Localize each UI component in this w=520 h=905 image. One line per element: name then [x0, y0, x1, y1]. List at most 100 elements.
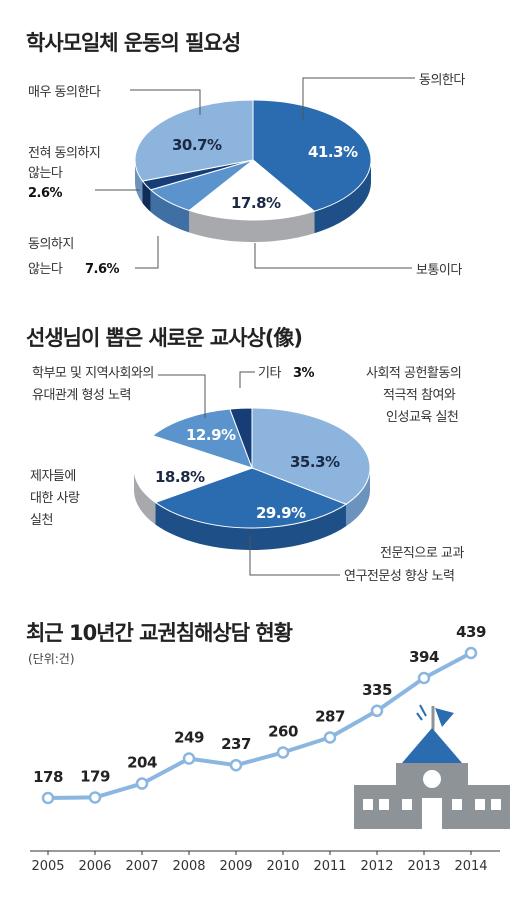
pie1-side-2 [150, 189, 190, 233]
pie2-label-gita: 기타 [258, 366, 281, 381]
pie2-slice-4 [229, 407, 253, 469]
line-value-2014: 439 [456, 623, 486, 641]
pie2-slice-2 [133, 435, 254, 504]
line-unit-label: (단위:건) [28, 652, 75, 666]
line-point-2014 [464, 646, 478, 660]
pie2-label-jeonmun-1: 전문직으로 교과 [380, 546, 464, 561]
line-point-2006 [88, 791, 102, 804]
line-chart: 178 2005 179 2006 204 2007 249 2008 237 2009 260 20… [31, 623, 487, 874]
pie2-label-sahoe-3: 인성교육 실천 [386, 410, 458, 425]
school-clock [423, 770, 441, 788]
school-window [452, 799, 462, 810]
pie2-leader-hakbumo [158, 374, 206, 418]
pie1-label-ani-2: 않는다 [28, 262, 63, 277]
line-point-2005 [41, 791, 55, 805]
pie2-side-1 [155, 502, 346, 550]
pie1-leader-bodong-ani [135, 236, 159, 269]
pie2-slice-0 [251, 407, 371, 505]
school-window [402, 799, 412, 810]
pie2-slice-3 [151, 408, 253, 469]
line-point-2012 [370, 704, 384, 718]
school-door [422, 798, 442, 829]
pie1-label-maeu: 매우 동의한다 [28, 85, 101, 100]
pie2-pct-jeonmun: 29.9% [256, 504, 306, 522]
pie1-side-0 [314, 160, 371, 234]
flag-icon [435, 708, 454, 727]
line-xtick-2010: 2010 [266, 859, 299, 874]
pie1-label-ani-1: 동의하지 [28, 237, 74, 252]
pie1-slice-1 [188, 159, 316, 221]
pie2-label-jeja-1: 제자들에 [30, 469, 76, 484]
pie1-label-botong: 보통이다 [416, 263, 462, 278]
pie2-pct-hakbumo: 12.9% [186, 426, 236, 444]
pie2-leader-gita [239, 371, 255, 388]
line-point-2010 [276, 746, 290, 759]
pie1-label-jeonhyeo-2: 않는다 [28, 166, 63, 181]
pie1-pct-ani: 7.6% [85, 262, 120, 277]
line-value-2013: 394 [409, 648, 439, 666]
line-xtick-2008: 2008 [172, 859, 205, 874]
line-xtick-2013: 2013 [407, 859, 440, 874]
school-left-wing [354, 785, 396, 829]
pie2-pct-sahoe: 35.3% [290, 453, 340, 471]
pie2-label-sahoe-1: 사회적 공헌활동의 [366, 366, 461, 381]
pie1-leader-botong [254, 243, 412, 269]
pie2-side-2 [134, 468, 156, 525]
pie1-pct-botong: 17.8% [231, 194, 281, 212]
line-value-2011: 287 [315, 707, 345, 725]
pie1-slice-0 [252, 99, 372, 212]
line-point-2007 [135, 777, 149, 790]
school-window [475, 799, 485, 810]
flag-spark [416, 712, 423, 721]
pie2-label-sahoe-2: 적극적 참여와 [383, 388, 456, 403]
pie2-leader-jeonmun [249, 535, 340, 576]
line-value-2012: 335 [362, 681, 392, 699]
school-right-wing [468, 785, 510, 829]
pie2-label-jeonmun-2: 연구전문성 향상 노력 [344, 569, 454, 584]
line-xtick-2014: 2014 [454, 859, 487, 874]
school-building-icon [354, 704, 510, 829]
line-xtick-2005: 2005 [31, 859, 64, 874]
pie1-title: 학사모일체 운동의 필요성 [26, 31, 240, 55]
line-value-2006: 179 [80, 767, 110, 785]
line-xtick-2006: 2006 [78, 859, 111, 874]
pie2-pct-jeja: 18.8% [155, 468, 205, 486]
line-point-2013 [417, 671, 431, 685]
school-window [363, 799, 373, 810]
pie1-chart [134, 99, 372, 242]
pie1-leader-maeu [130, 89, 201, 115]
pie2-chart [133, 407, 371, 550]
line-value-2010: 260 [268, 722, 298, 740]
pie2-title: 선생님이 뽑은 새로운 교사상(像) [26, 326, 302, 350]
school-window [379, 799, 389, 810]
pie1-label-jeonhyeo-1: 전혀 동의하지 [28, 146, 100, 161]
pie2-pct-gita: 3% [293, 366, 315, 381]
pie2-side-0 [345, 468, 370, 527]
pie1-leader-dongui [302, 77, 415, 120]
line-point-2008 [182, 752, 196, 765]
line-value-2009: 237 [221, 735, 251, 753]
line-xtick-2009: 2009 [219, 859, 252, 874]
pie1-pct-jeonhyeo: 2.6% [28, 186, 63, 201]
line-title: 최근 10년간 교권침해상담 현황 [26, 621, 293, 645]
line-xtick-2011: 2011 [313, 859, 346, 874]
pie2-label-jeja-2: 대한 사랑 [30, 491, 80, 506]
line-value-2005: 178 [33, 768, 63, 786]
line-point-2009 [229, 758, 243, 772]
pie2-slice-1 [154, 467, 348, 529]
pie1-pct-maeu: 30.7% [172, 136, 222, 154]
pie1-side-3 [142, 181, 151, 212]
pie2-label-hakbumo-1: 학부모 및 지역사회와의 [32, 366, 154, 381]
line-point-2011 [323, 731, 337, 744]
pie1-slice-4 [134, 99, 254, 182]
pie1-pct-dongui: 41.3% [308, 143, 358, 161]
line-value-2008: 249 [174, 729, 204, 747]
pie2-label-jeja-3: 실천 [30, 513, 53, 528]
flag-spark [419, 704, 427, 717]
line-xtick-2007: 2007 [125, 859, 158, 874]
school-window [491, 799, 501, 810]
pie1-label-dongui: 동의한다 [419, 73, 465, 88]
line-value-2007: 204 [127, 754, 157, 772]
